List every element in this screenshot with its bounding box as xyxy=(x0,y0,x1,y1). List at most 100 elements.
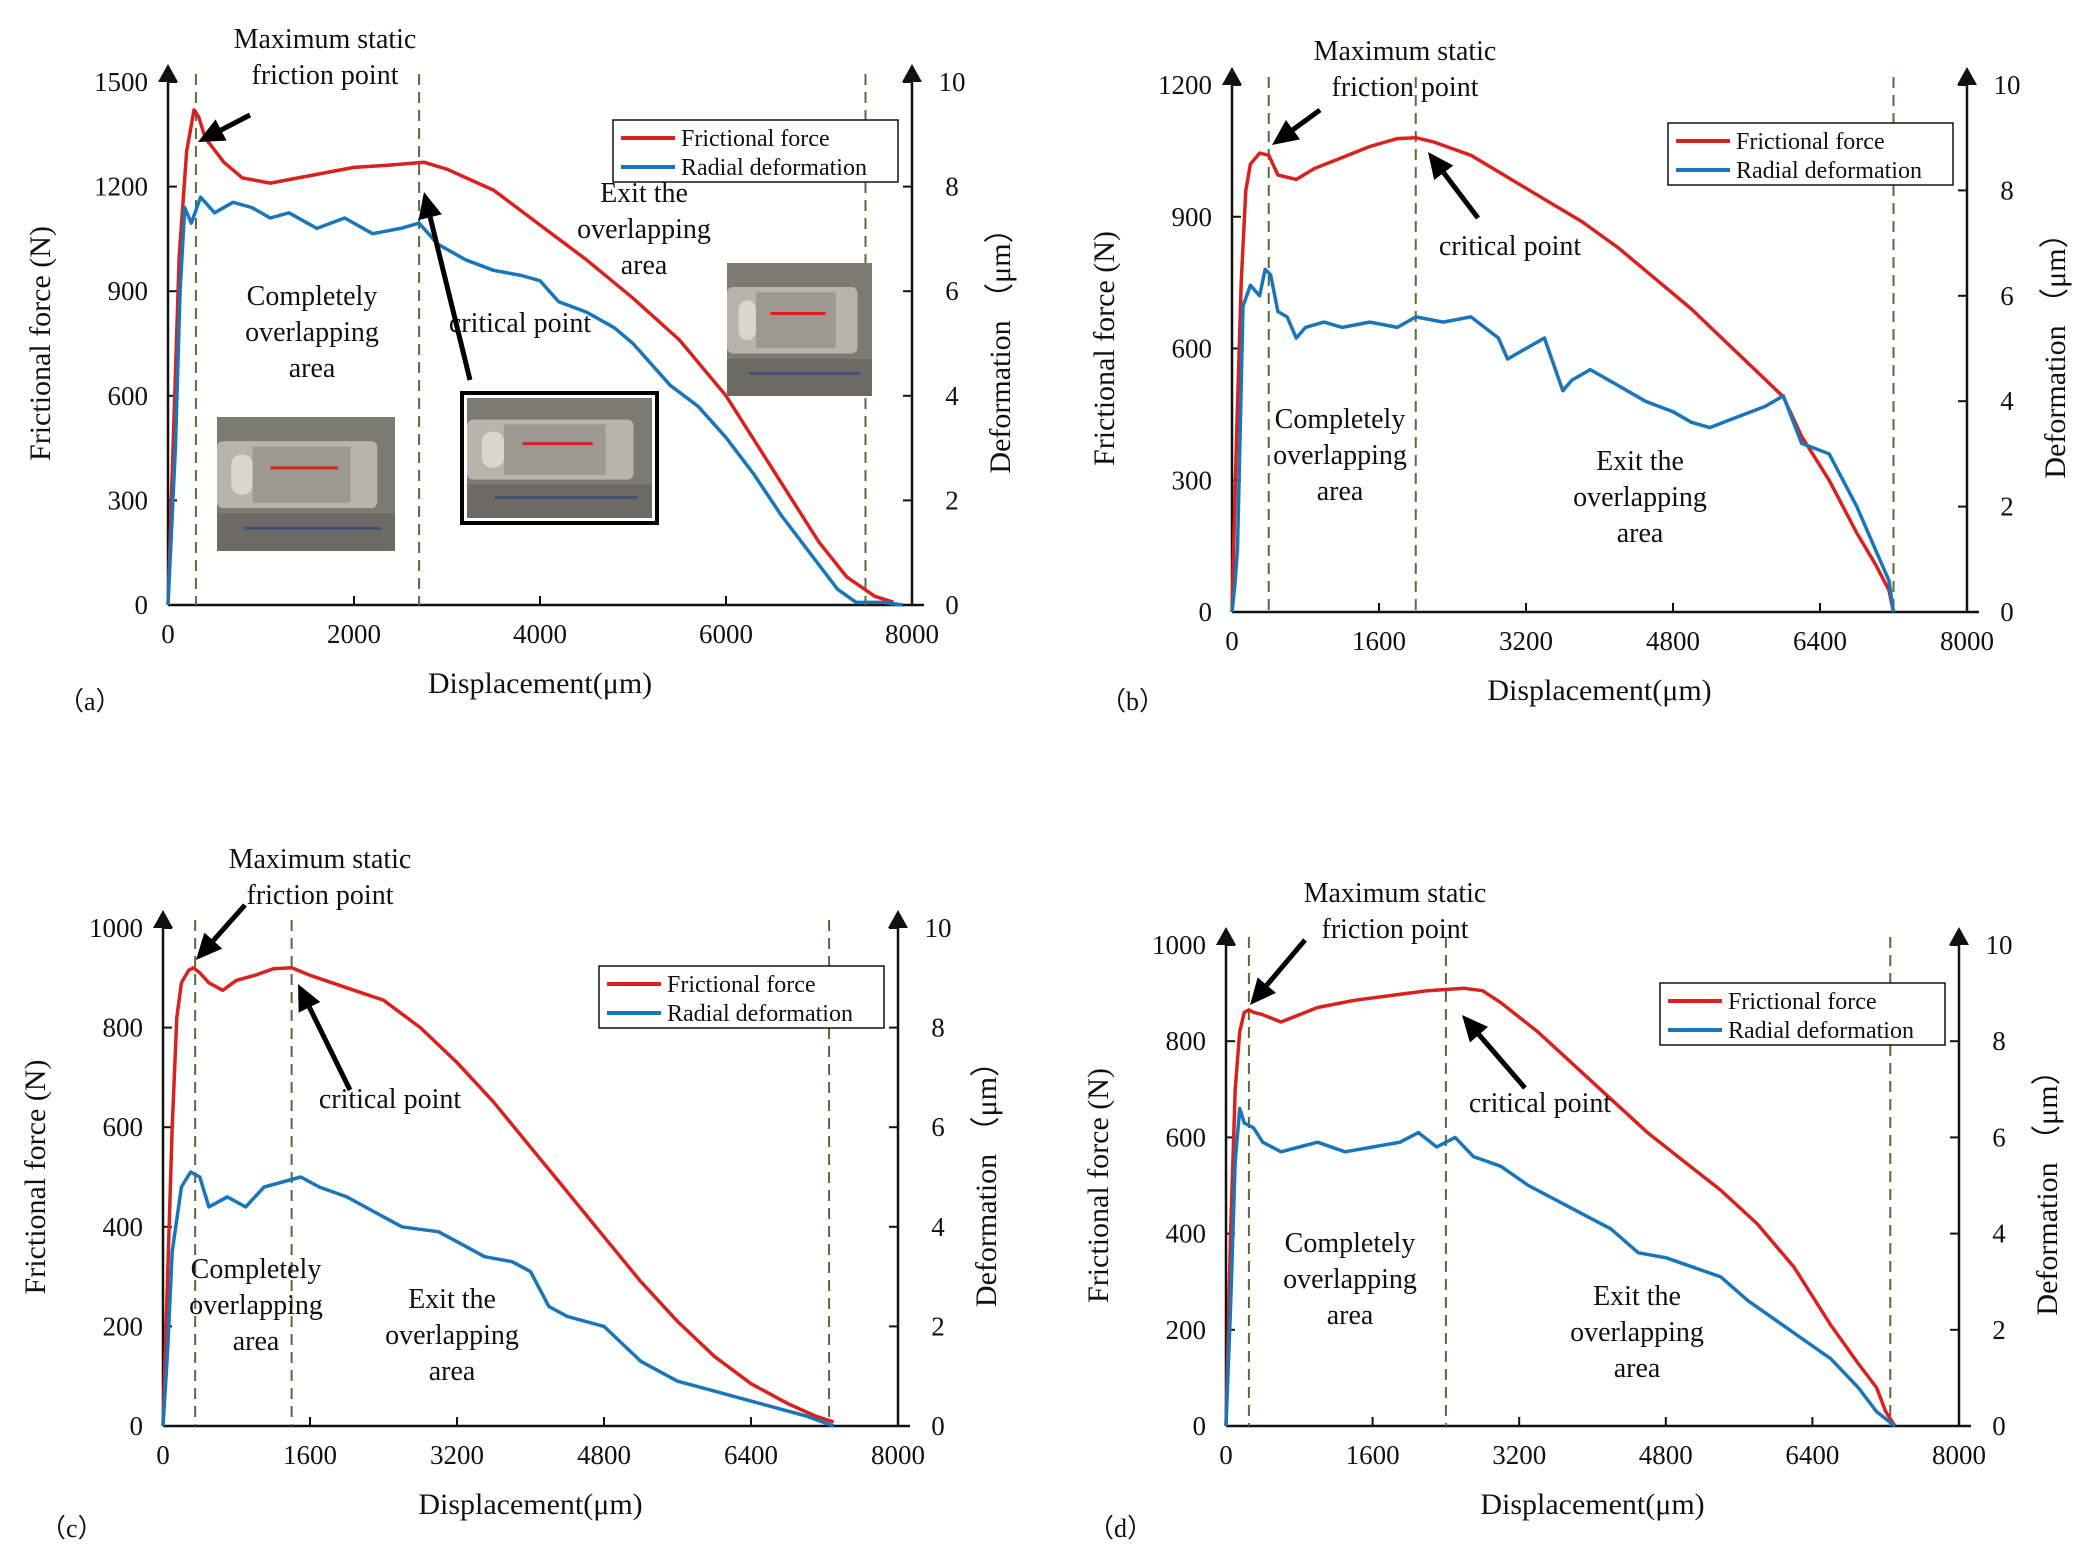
panel-d-xtick-label-1: 1600 xyxy=(1346,1440,1400,1470)
panel-c-ytick-label-1: 200 xyxy=(103,1311,144,1341)
panel-c-ytick-label-3: 600 xyxy=(103,1112,144,1142)
panel-c-xtick-label-4: 6400 xyxy=(724,1440,778,1470)
panel-d-ytick-label-0: 0 xyxy=(1193,1411,1207,1441)
panel-a-ytick-label-5: 1500 xyxy=(94,67,148,97)
panel-d-series-force-line xyxy=(1224,986,1897,1427)
panel-d-xtick-label-3: 4800 xyxy=(1639,1440,1693,1470)
panel-a-ytick-right-label-4: 8 xyxy=(945,172,959,202)
panel-a-xlabel: Displacement(μm) xyxy=(428,667,652,700)
panel-d-ytick-right-label-0: 0 xyxy=(1992,1411,2006,1441)
panel-d-y-arrow-left xyxy=(1216,927,1236,945)
panel-b-annotation-comp: Completely overlapping area xyxy=(1273,404,1407,507)
panel-b-arrow-0 xyxy=(1272,107,1322,145)
panel-d-arrow-0 xyxy=(1250,938,1307,1005)
panel-a-ylabel: Frictional force (N) xyxy=(24,226,57,461)
panel-a-arrow-0 xyxy=(198,112,252,142)
panel-d-legend-label-0: Frictional force xyxy=(1728,989,1877,1015)
panel-d-ytick-label-4: 800 xyxy=(1166,1026,1207,1056)
panel-a-inset-photo-2-base xyxy=(467,484,652,518)
panel-b-series-deformation-line xyxy=(1230,267,1896,613)
panel-c-ylabel: Frictional force (N) xyxy=(19,1060,52,1295)
panel-a-annotation-crit: critical point xyxy=(449,308,592,339)
panel-b-xtick-label-3: 4800 xyxy=(1646,626,1700,656)
panel-d-arrow-1 xyxy=(1462,1015,1527,1090)
panel-b-annotation-max: Maximum static friction point xyxy=(1314,36,1497,103)
panel-d-arrow-1-head xyxy=(1462,1015,1489,1043)
panel-c-xtick-label-1: 1600 xyxy=(283,1440,337,1470)
panel-c-xtick-label-5: 8000 xyxy=(871,1440,925,1470)
panel-d-ylabel-right: Deformation （μm） xyxy=(2031,1055,2064,1315)
panel-d-ytick-label-1: 200 xyxy=(1166,1315,1207,1345)
panel-d-ytick-label-2: 400 xyxy=(1166,1219,1207,1249)
panel-d-legend-box xyxy=(1659,982,1946,1046)
panel-b-y-arrow-left xyxy=(1222,67,1242,85)
panel-b-legend-label-0: Frictional force xyxy=(1736,129,1885,155)
panel-c-annotation-comp: Completely overlapping area xyxy=(189,1254,323,1357)
panel-a-xtick-label-4: 8000 xyxy=(885,619,939,649)
panel-a-inset-photo-2-tip xyxy=(481,431,504,468)
panel-c-ytick-right-label-4: 8 xyxy=(931,1013,945,1043)
panel-b-ytick-right-label-2: 4 xyxy=(2000,386,2014,416)
panel-c-y-arrow-left xyxy=(153,910,173,928)
panel-a-annotation-exit: Exit the overlapping area xyxy=(577,178,711,281)
panel-c-xlabel: Displacement(μm) xyxy=(418,1488,642,1521)
panel-a-inset-photo-3 xyxy=(727,263,872,396)
panel-b-xtick-label-1: 1600 xyxy=(1352,626,1406,656)
panel-d-label: （d） xyxy=(1088,1514,1153,1543)
panel-c-arrow-0-shaft xyxy=(211,903,247,943)
panel-b-arrow-1 xyxy=(1428,152,1480,220)
panel-a-legend-label-0: Frictional force xyxy=(681,126,830,152)
panel-c-annotation-max: Maximum static friction point xyxy=(229,844,412,911)
panel-c-arrow-1-shaft xyxy=(307,1006,353,1092)
panel-d-legend-label-1: Radial deformation xyxy=(1728,1018,1914,1044)
panel-d-annotation-comp: Completely overlapping area xyxy=(1283,1228,1417,1331)
panel-a-ytick-label-0: 0 xyxy=(135,590,149,620)
panel-d-ytick-right-label-1: 2 xyxy=(1992,1315,2006,1345)
panel-c-legend-label-1: Radial deformation xyxy=(667,1001,853,1027)
panel-b-ytick-right-label-3: 6 xyxy=(2000,281,2014,311)
panel-a-inset-photo-3-base xyxy=(727,358,872,396)
panel-d-annotation-exit: Exit the overlapping area xyxy=(1570,1281,1704,1384)
panel-d-ytick-right-label-5: 10 xyxy=(1986,930,2013,960)
panel-a-ytick-right-label-2: 4 xyxy=(945,381,959,411)
panel-a-arrow-1 xyxy=(418,192,473,381)
panel-c-ytick-label-5: 1000 xyxy=(89,913,143,943)
panel-a-ytick-right-label-0: 0 xyxy=(945,590,959,620)
panel-a-inset-photo-2-sleeve xyxy=(504,424,606,475)
panel-c-series-force-line xyxy=(161,966,835,1427)
panel-a-ytick-right-label-3: 6 xyxy=(945,276,959,306)
panel-a-series-force-line xyxy=(166,108,894,606)
panel-c-xtick-label-3: 4800 xyxy=(577,1440,631,1470)
panel-d-arrow-0-shaft xyxy=(1264,938,1307,987)
panel-b-xtick-label-5: 8000 xyxy=(1940,626,1994,656)
panel-c-ytick-label-4: 800 xyxy=(103,1013,144,1043)
panel-b-ylabel-right: Deformation （μm） xyxy=(2039,218,2072,478)
panel-c-arrow-1 xyxy=(298,984,353,1092)
panel-c-legend-box xyxy=(598,965,885,1029)
panel-c-ytick-label-2: 400 xyxy=(103,1212,144,1242)
panel-c-arrow-0 xyxy=(196,903,247,960)
panel-a-inset-photo-1-tip xyxy=(231,454,253,495)
panel-a-arrow-1-head xyxy=(418,192,442,221)
panel-a-annotation-comp: Completely overlapping area xyxy=(245,281,379,384)
panel-b-ytick-right-label-4: 8 xyxy=(2000,175,2014,205)
panel-b-annotation-exit: Exit the overlapping area xyxy=(1573,446,1707,549)
panel-c-legend-label-0: Frictional force xyxy=(667,972,816,998)
panel-a-inset-photo-1 xyxy=(217,417,395,551)
panel-a-inset-photo-2 xyxy=(460,391,659,525)
panel-a-inset-photo-3-tip xyxy=(738,300,756,341)
panel-d-ytick-right-label-2: 4 xyxy=(1992,1219,2006,1249)
panel-c-ytick-right-label-0: 0 xyxy=(931,1411,945,1441)
panel-b-ytick-label-2: 600 xyxy=(1172,334,1213,364)
panel-b-ytick-label-4: 1200 xyxy=(1158,70,1212,100)
panel-d-xtick-label-4: 6400 xyxy=(1785,1440,1839,1470)
panel-d-ytick-right-label-3: 6 xyxy=(1992,1122,2006,1152)
panel-b-y-arrow-right xyxy=(1957,67,1977,85)
panel-a-xtick-label-2: 4000 xyxy=(513,619,567,649)
panel-a-ytick-label-3: 900 xyxy=(108,276,149,306)
panel-d-xtick-label-2: 3200 xyxy=(1492,1440,1546,1470)
panel-a-ylabel-right: Deformation （μm） xyxy=(984,213,1017,473)
panel-a-xtick-label-3: 6000 xyxy=(699,619,753,649)
panel-d-annotation-max: Maximum static friction point xyxy=(1304,878,1487,945)
panel-a-legend-box xyxy=(612,119,899,183)
